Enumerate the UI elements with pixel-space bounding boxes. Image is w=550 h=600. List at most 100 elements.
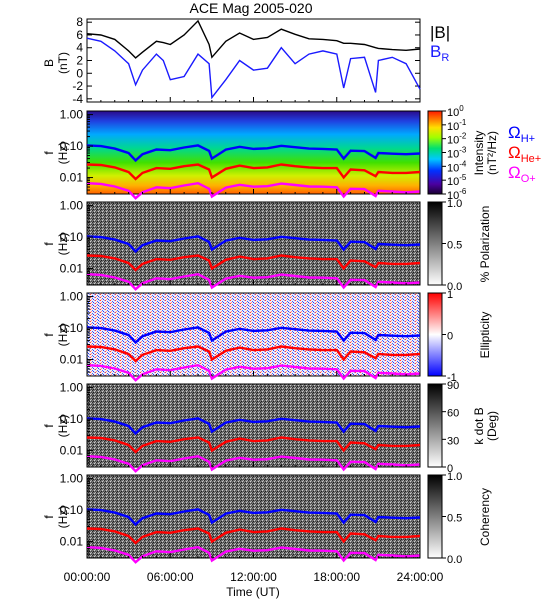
b-ytick-label: -4 <box>72 92 83 106</box>
colorbar-tick-exponent: -4 <box>459 159 467 168</box>
freq-ylabel-2: (Hz) <box>56 233 70 256</box>
colorbar-tick-label: 0 <box>447 463 453 475</box>
time-tick-label: 00:00:00 <box>64 570 111 584</box>
b-field-lines <box>86 19 421 100</box>
freq-ylabel-1: f <box>42 424 56 428</box>
legend-b-total: |B| <box>430 23 450 42</box>
omega-o-line <box>86 545 421 564</box>
b-ylabel-1: B <box>42 59 56 67</box>
freq-ylabel-1: f <box>42 151 56 155</box>
colorbar-tick-exponent: 0 <box>459 104 464 113</box>
colorbar-tick-label: 1.0 <box>447 198 462 210</box>
freq-ylabel-1: f <box>42 333 56 337</box>
colorbar-tick-exponent: -2 <box>459 132 467 141</box>
colorbar-tick-label: 1.0 <box>447 471 462 483</box>
colorbar-tick-label: 0.5 <box>447 240 462 252</box>
time-tick-label: 24:00:00 <box>397 570 444 584</box>
omega-he-line <box>86 527 421 545</box>
colorbar-tick-label: 100 <box>447 104 464 119</box>
colorbar-tick-label: 90 <box>447 380 459 392</box>
gyrofrequency-overlays <box>86 144 421 564</box>
legend-omega-o-sub: O+ <box>521 173 536 185</box>
freq-tick-label: 0.01 <box>60 262 84 276</box>
colorbar-tick-label: 0 <box>447 331 453 343</box>
colorbar-tick-label: 1 <box>447 289 453 301</box>
colorbar-tick-label: 0.0 <box>447 281 462 293</box>
b-ylabel-2: (nT) <box>56 52 70 74</box>
freq-tick-label: 1.00 <box>60 199 84 213</box>
freq-ylabel-2: (Hz) <box>56 415 70 438</box>
freq-ylabel-2: (Hz) <box>56 324 70 347</box>
colorbar-tick-exponent: -6 <box>459 187 467 196</box>
legend-omega-he: ΩHe+ <box>508 143 541 165</box>
freq-tick-label: 0.10 <box>60 139 84 153</box>
x-axis-label: Time (UT) <box>226 585 280 599</box>
colorbar-tick-label: 30 <box>447 435 459 447</box>
freq-tick-label: 1.00 <box>60 108 84 122</box>
colorbar-tick-label: 10-3 <box>447 146 467 161</box>
freq-ylabel-2: (Hz) <box>56 142 70 165</box>
freq-tick-label: 1.00 <box>60 290 84 304</box>
kdotb-colorbar <box>427 383 443 468</box>
colorbar-label-1: k dot B <box>472 407 486 444</box>
freq-tick-label: 0.01 <box>60 444 84 458</box>
b-ytick-label: 8 <box>76 15 83 29</box>
omega-h-line <box>86 326 421 345</box>
omega-he-line <box>86 254 421 272</box>
b-ytick-label: 4 <box>76 41 83 55</box>
freq-ylabel-1: f <box>42 242 56 246</box>
frequency-axes: 1.000.100.01f (Hz)1.000.100.01f (Hz)1.000.… <box>42 108 93 559</box>
legend-omega-he-symbol: Ω <box>508 143 521 162</box>
freq-tick-label: 0.01 <box>60 535 84 549</box>
omega-he-line <box>86 163 421 181</box>
b-total-line <box>86 19 421 59</box>
colorbar-label-2: (nT²/Hz) <box>485 131 499 175</box>
legend-omega-he-sub: He+ <box>521 153 542 165</box>
b-r-line <box>86 37 421 100</box>
b-ytick-label: 6 <box>76 28 83 42</box>
legend-b-r-main: B <box>430 42 441 61</box>
time-axis: 00:00:00 06:00:00 12:00:00 18:00:00 24:00:00 <box>64 97 444 584</box>
colorbar-tick-label: 10-4 <box>447 159 467 174</box>
coherency-image <box>87 475 420 558</box>
colorbar-tick-exponent: -1 <box>459 118 467 127</box>
colorbar-tick-label: 0.5 <box>447 513 462 525</box>
omega-h-line <box>86 144 421 163</box>
freq-tick-label: 0.10 <box>60 230 84 244</box>
freq-tick-label: 0.10 <box>60 503 84 517</box>
colorbar-tick-exponent: -5 <box>459 173 467 182</box>
chart-title: ACE Mag 2005-020 <box>190 0 313 16</box>
legend-omega-o-symbol: Ω <box>508 163 521 182</box>
polarization-colorbar <box>427 201 443 286</box>
b-ytick-label: 0 <box>76 66 83 80</box>
freq-tick-label: 1.00 <box>60 381 84 395</box>
freq-tick-label: 0.10 <box>60 412 84 426</box>
species-legend: ΩH+ ΩHe+ ΩO+ <box>508 123 541 185</box>
freq-ylabel-2: (Hz) <box>56 506 70 529</box>
legend-omega-h-symbol: Ω <box>508 123 521 142</box>
freq-ylabel-1: f <box>42 515 56 519</box>
legend-b-r-sub: R <box>441 52 449 64</box>
intensity-image <box>87 111 420 194</box>
colorbar-tick-label: -1 <box>447 372 457 384</box>
omega-o-line <box>86 363 421 382</box>
colorbar-tick-label: 10-5 <box>447 173 467 188</box>
omega-o-line <box>86 454 421 473</box>
time-tick-label: 12:00:00 <box>230 570 277 584</box>
colorbar-label-2: (Deg) <box>485 411 499 441</box>
legend-omega-h-sub: H+ <box>521 133 535 145</box>
omega-he-line <box>86 436 421 454</box>
colorbar-tick-label: 10-1 <box>447 118 467 133</box>
kdotb-image <box>87 384 420 467</box>
colorbar-tick-label: 60 <box>447 408 459 420</box>
time-tick-label: 18:00:00 <box>313 570 360 584</box>
b-ytick-label: -2 <box>72 79 83 93</box>
freq-tick-label: 1.00 <box>60 472 84 486</box>
coherency-colorbar <box>427 474 443 559</box>
colorbar-label: Ellipticity <box>478 312 492 359</box>
legend-omega-o: ΩO+ <box>508 163 536 185</box>
colorbar-label: Coherency <box>478 488 492 546</box>
